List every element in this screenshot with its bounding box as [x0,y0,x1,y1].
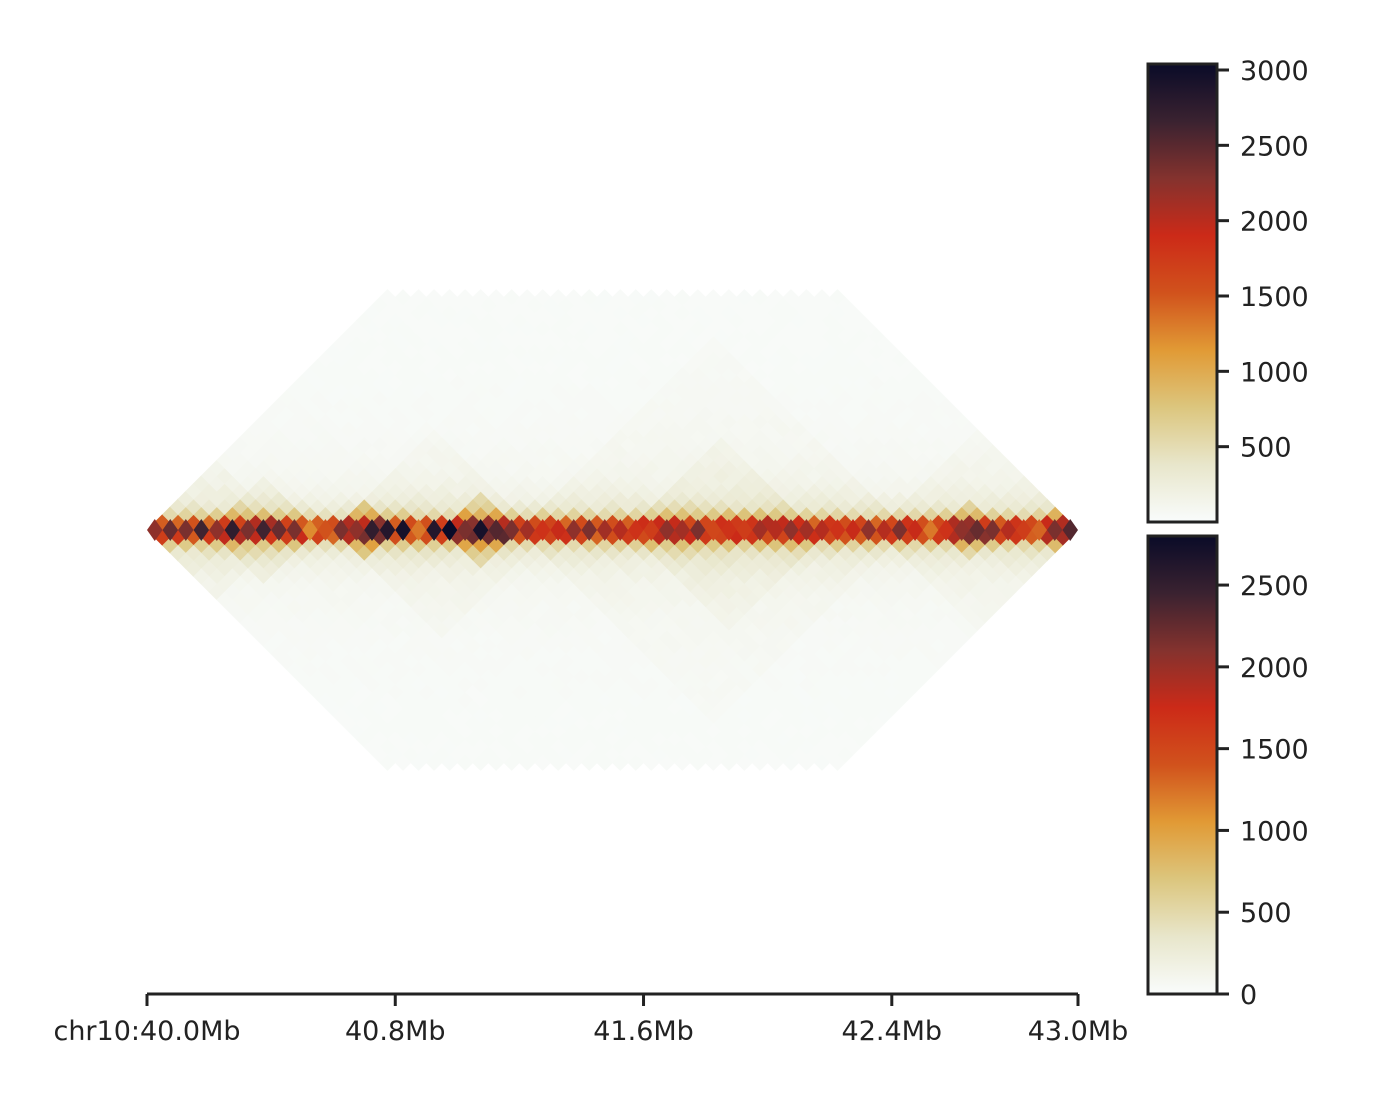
diagonal-cell [690,519,706,541]
diagonal-cell [612,519,629,541]
x-tick-label: 42.4Mb [842,1016,943,1047]
colorbar-top: 500 1000 1500 2000 2500 3000 [1146,56,1309,524]
colorbar-tick-label: 500 [1240,898,1292,929]
diagonal-cell [457,519,473,541]
diagonal-cell [302,519,318,541]
x-axis-ticks: chr10:40.0Mb 40.8Mb 41.6Mb 42.4Mb 43.0Mb [53,994,1128,1047]
diagonal-cell [953,519,970,541]
diagonal-cell [565,519,582,541]
diagonal-cell [162,519,179,541]
diagonal-cell [860,519,877,541]
diagonal-cell [984,519,1001,541]
heatmap-cell [829,754,846,771]
diagonal-cell [488,519,504,541]
diagonal-cell [1046,519,1063,541]
diagonal-cell [845,519,861,541]
heatmap-top-cells [154,289,1071,531]
colorbar-bottom-gradient [1148,536,1217,994]
diagonal-cell [240,519,256,541]
colorbar-tick-label: 3000 [1240,56,1309,87]
colorbar-tick-label: 2000 [1240,653,1309,684]
diagonal-cell [348,519,365,541]
x-tick-label: 40.8Mb [345,1016,446,1047]
colorbar-bottom: 0 500 1000 1500 2000 2500 [1146,534,1309,1011]
colorbar-top-gradient [1148,64,1217,522]
diagonal-cell [767,519,784,541]
x-tick-label: chr10:40.0Mb [53,1016,240,1047]
diagonal-cell [628,519,644,541]
diagonal-cell [193,519,210,541]
colorbar-tick-label: 2500 [1240,131,1309,162]
diagonal-cell [752,519,768,541]
diagonal-cell [147,519,163,541]
diagonal-cell [1015,519,1032,541]
x-axis: chr10:40.0Mb 40.8Mb 41.6Mb 42.4Mb 43.0Mb [53,992,1128,1047]
diagonal-cell [736,519,753,541]
colorbar-tick-label: 1500 [1240,282,1309,313]
diagonal-cell [1000,519,1016,541]
diagonal-cell [596,519,613,541]
diagonal-cell [922,519,939,541]
diagonal-cell [876,519,892,541]
diagonal-cell [581,519,597,541]
diagonal-cell [798,519,815,541]
diagonal-cell [969,519,985,541]
diagonal-cell [705,519,722,541]
diagonal-cell [938,519,954,541]
heatmap-cell [829,289,846,306]
diagonal-cell [255,519,272,541]
diagonal-cell [1062,519,1078,541]
diagonal-cell [829,519,846,541]
heatmap-top-panel [154,289,1071,531]
colorbar-tick-label: 0 [1240,980,1257,1011]
x-tick-label: 41.6Mb [593,1016,694,1047]
colorbar-tick-label: 500 [1240,433,1292,464]
colorbar-top-ticks: 500 1000 1500 2000 2500 3000 [1217,56,1309,464]
colorbar-tick-label: 1000 [1240,816,1309,847]
diagonal-cell [643,519,660,541]
colorbar-bottom-ticks: 0 500 1000 1500 2000 2500 [1217,571,1309,1011]
diagonal-cell [379,519,396,541]
diagonal-cell [286,519,303,541]
colorbar-bottom-frame [1146,534,1219,996]
heatmap-diagonal [147,519,1078,541]
diagonal-cell [317,519,334,541]
colorbar-tick-label: 2000 [1240,207,1309,238]
diagonal-cell [224,519,241,541]
heatmap-bottom-cells [154,529,1071,771]
diagonal-cell [503,519,520,541]
heatmap-bottom-panel [154,529,1071,771]
diagonal-cell [178,519,194,541]
colorbar-tick-label: 1500 [1240,735,1309,766]
diagonal-cell [441,519,458,541]
colorbar-tick-label: 2500 [1240,571,1309,602]
diagonal-cell [426,519,442,541]
diagonal-cell [534,519,551,541]
diagonal-cell [550,519,566,541]
diagonal-cell [891,519,908,541]
diagonal-cell [1031,519,1047,541]
diagonal-cell [333,519,349,541]
diagonal-cell [364,519,380,541]
diagonal-cell [659,519,675,541]
diagonal-cell [814,519,830,541]
x-tick-label: 43.0Mb [1028,1016,1129,1047]
colorbar-top-frame [1146,62,1219,524]
diagonal-cell [410,519,427,541]
diagonal-cell [907,519,923,541]
diagonal-cell [783,519,799,541]
diagonal-cell [674,519,691,541]
diagonal-cell [721,519,737,541]
diagonal-cell [472,519,489,541]
diagonal-cell [395,519,411,541]
diagonal-cell [209,519,225,541]
colorbar-tick-label: 1000 [1240,357,1309,388]
diagonal-cell [271,519,287,541]
diagonal-cell [519,519,535,541]
